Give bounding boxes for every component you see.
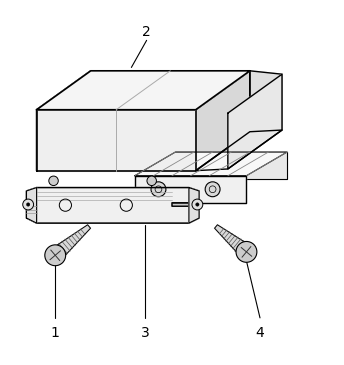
Circle shape — [151, 182, 166, 197]
Polygon shape — [26, 188, 36, 223]
Polygon shape — [196, 130, 282, 171]
Circle shape — [23, 199, 34, 210]
Polygon shape — [175, 152, 287, 179]
Polygon shape — [135, 176, 246, 203]
Circle shape — [236, 242, 257, 262]
Polygon shape — [36, 71, 250, 110]
Circle shape — [192, 199, 203, 210]
Circle shape — [26, 203, 30, 206]
Polygon shape — [250, 71, 282, 132]
Text: 1: 1 — [51, 326, 60, 340]
Text: 3: 3 — [141, 326, 149, 340]
Circle shape — [45, 245, 66, 266]
Polygon shape — [215, 225, 251, 258]
Polygon shape — [51, 225, 90, 261]
Polygon shape — [26, 188, 199, 223]
Circle shape — [196, 203, 199, 206]
Text: 4: 4 — [256, 326, 265, 340]
Polygon shape — [36, 71, 91, 171]
Polygon shape — [135, 152, 287, 176]
Text: 2: 2 — [142, 25, 151, 39]
Polygon shape — [36, 110, 196, 171]
Circle shape — [49, 176, 58, 185]
Circle shape — [205, 182, 220, 197]
Polygon shape — [228, 74, 282, 169]
Polygon shape — [189, 188, 199, 223]
Circle shape — [147, 176, 157, 185]
Polygon shape — [196, 71, 250, 171]
